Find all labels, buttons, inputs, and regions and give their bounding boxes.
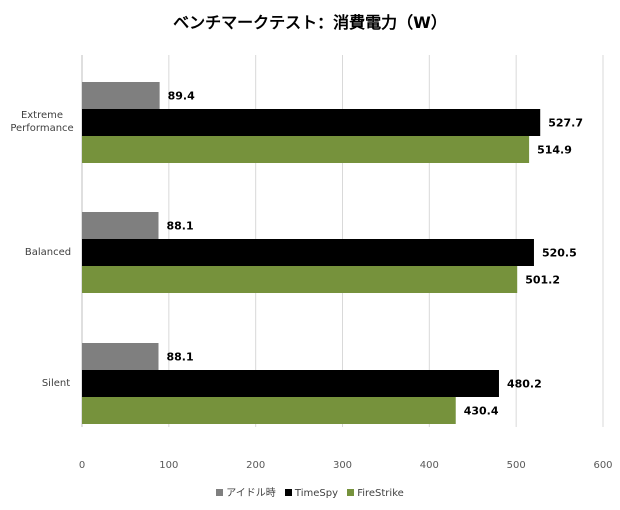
legend: アイドル時 TimeSpy FireStrike	[0, 484, 620, 499]
legend-label-timespy: TimeSpy	[294, 488, 338, 499]
data-labels: 89.4 527.7 514.9 88.1 520.5 501.2 88.1 480.2 430…	[167, 90, 584, 418]
data-label: 430.4	[464, 405, 499, 418]
data-label: 88.1	[167, 220, 194, 233]
data-label: 88.1	[167, 351, 194, 364]
legend-swatch-timespy	[284, 489, 292, 496]
data-label: 527.7	[548, 117, 583, 130]
x-tick-labels: 0 100 200 300 400 500 600	[79, 460, 613, 471]
bar	[82, 136, 530, 163]
bar	[82, 343, 159, 370]
bars	[82, 82, 541, 424]
data-label: 89.4	[168, 90, 195, 103]
bar	[82, 397, 456, 424]
x-tick-label: 100	[159, 460, 178, 471]
bar	[82, 82, 160, 109]
x-tick-label: 0	[79, 460, 85, 471]
x-tick-label: 300	[333, 460, 352, 471]
bar	[82, 239, 534, 266]
legend-swatch-firestrike	[347, 489, 355, 496]
legend-label-idle: アイドル時	[226, 488, 276, 499]
legend-item-idle: アイドル時	[216, 484, 276, 499]
x-tick-label: 400	[420, 460, 439, 471]
chart-title: ベンチマークテスト：消費電力（W）	[173, 13, 447, 32]
bar	[82, 109, 541, 136]
category-label-extreme: Extreme Performance	[10, 110, 74, 134]
data-label: 480.2	[507, 378, 542, 391]
bar	[82, 370, 499, 397]
legend-label-firestrike: FireStrike	[357, 488, 404, 499]
x-tick-label: 600	[593, 460, 612, 471]
category-label-silent: Silent	[41, 378, 71, 389]
legend-item-timespy: TimeSpy	[284, 488, 338, 499]
data-label: 520.5	[542, 247, 577, 260]
x-tick-label: 500	[507, 460, 526, 471]
data-label: 501.2	[525, 274, 560, 287]
bar	[82, 212, 159, 239]
x-tick-label: 200	[246, 460, 265, 471]
legend-swatch-idle	[216, 489, 224, 496]
data-label: 514.9	[537, 144, 572, 157]
legend-item-firestrike: FireStrike	[347, 488, 404, 499]
bar	[82, 266, 518, 293]
category-label-balanced: Balanced	[24, 247, 72, 258]
